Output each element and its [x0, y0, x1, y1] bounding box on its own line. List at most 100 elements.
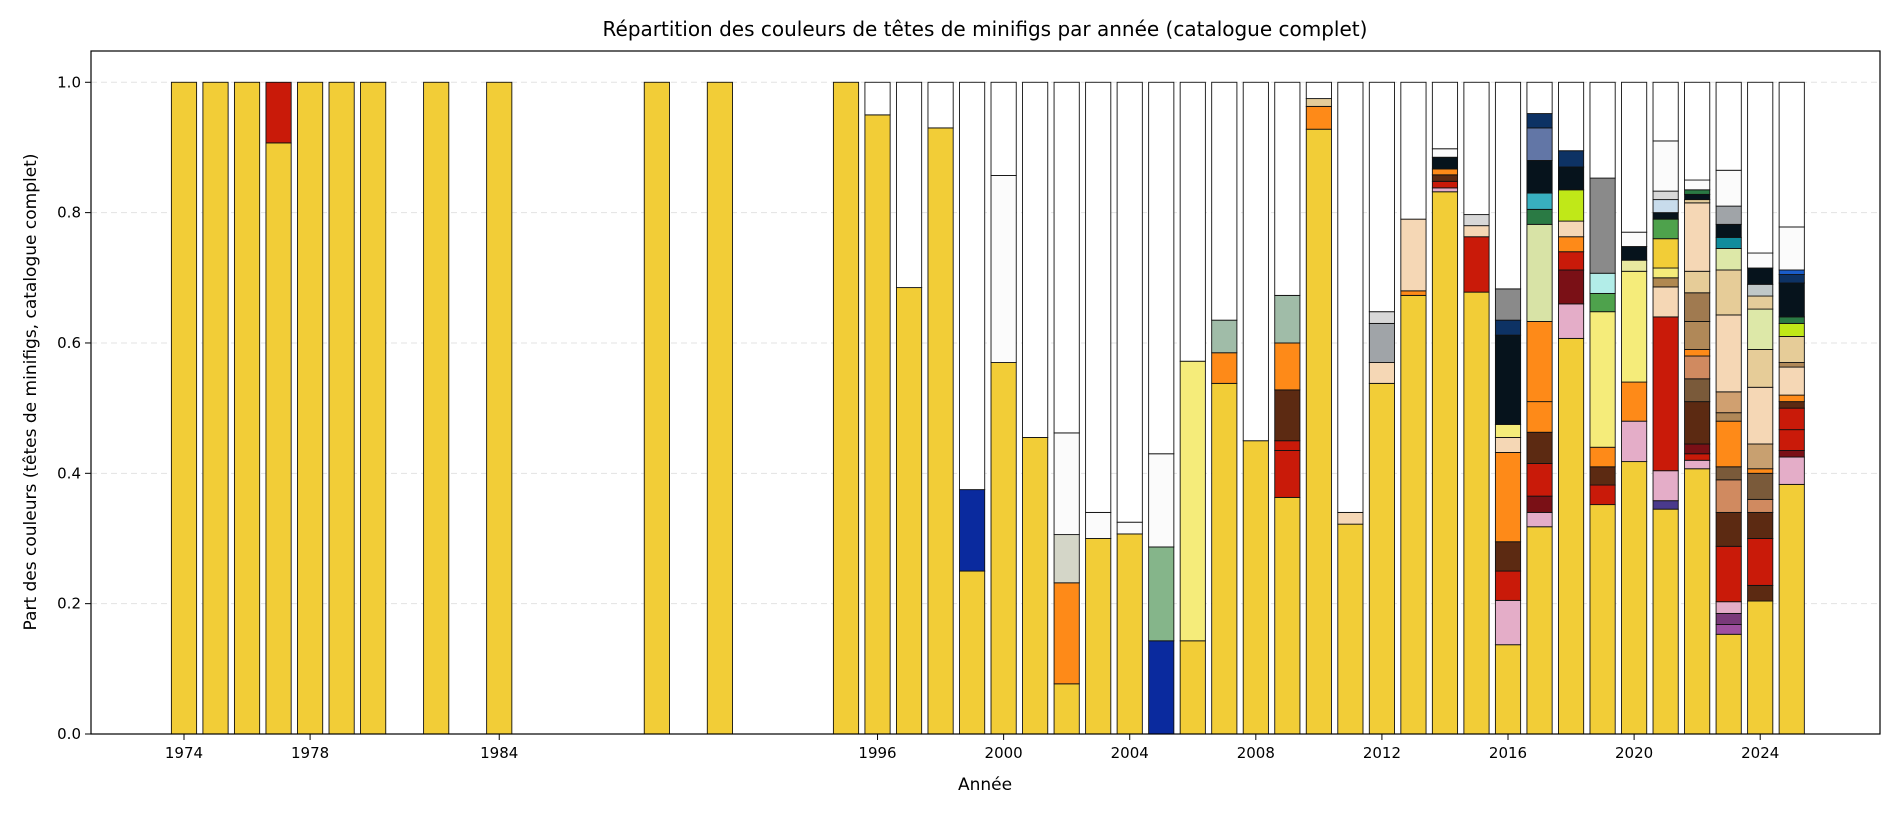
bar-segment	[1179, 640, 1206, 735]
bar-1979	[328, 81, 355, 735]
bar-2012	[1368, 81, 1395, 735]
bar-1997	[895, 81, 923, 735]
bar-segment	[1526, 81, 1553, 115]
bar-segment	[1715, 269, 1742, 316]
bar-segment	[1179, 81, 1206, 362]
bar-segment	[1715, 420, 1742, 468]
bar-1995	[832, 81, 860, 735]
bar-segment	[1431, 191, 1459, 735]
bar-segment	[927, 81, 954, 129]
bar-segment	[1558, 189, 1585, 222]
bar-segment	[1526, 463, 1553, 497]
bar-1980	[360, 81, 387, 735]
y-tick-label: 0.2	[57, 595, 81, 613]
bar-segment	[1494, 452, 1522, 543]
bar-segment	[1431, 156, 1459, 170]
bar-2022	[1684, 81, 1711, 735]
bar-segment	[1747, 308, 1774, 350]
x-tick-label: 2024	[1741, 744, 1779, 762]
bar-segment	[1526, 160, 1553, 194]
bar-segment	[990, 81, 1017, 176]
bar-segment	[1778, 274, 1805, 284]
bar-segment	[990, 175, 1017, 363]
bar-segment	[1463, 291, 1490, 735]
bar-segment	[1652, 508, 1679, 735]
bar-segment	[1747, 538, 1774, 586]
bar-segment	[1778, 336, 1805, 363]
bar-segment	[1684, 321, 1711, 350]
x-tick-label: 1974	[165, 744, 203, 762]
bar-segment	[1431, 81, 1459, 150]
bar-2024	[1747, 81, 1774, 735]
bar-2001	[1022, 81, 1049, 735]
bar-segment	[1368, 382, 1395, 735]
bar-segment	[1305, 128, 1332, 735]
bar-segment	[1274, 294, 1301, 344]
bar-segment	[1494, 541, 1522, 572]
bar-segment	[1684, 401, 1711, 445]
bar-2021	[1652, 81, 1679, 735]
bar-segment	[1085, 538, 1112, 735]
bar-segment	[1715, 545, 1742, 603]
bar-segment	[1494, 334, 1522, 425]
bar-segment	[1558, 337, 1585, 735]
y-tick-label: 1.0	[57, 73, 81, 91]
bar-segment	[1747, 511, 1774, 539]
x-tick-label: 2004	[1111, 744, 1149, 762]
bar-segment	[1652, 140, 1679, 192]
bar-segment	[1747, 283, 1774, 297]
bar-segment	[1747, 349, 1774, 388]
bar-segment	[959, 570, 986, 735]
bar-segment	[1715, 205, 1742, 225]
bar-1978	[297, 81, 324, 735]
bar-segment	[1053, 582, 1080, 685]
bars	[170, 81, 1805, 735]
bar-segment	[1526, 401, 1553, 433]
x-tick-label: 1978	[291, 744, 329, 762]
bar-1975	[202, 81, 229, 735]
bar-segment	[1715, 412, 1742, 422]
bar-segment	[1526, 192, 1553, 210]
bar-segment	[265, 81, 292, 144]
bar-segment	[265, 142, 292, 735]
bar-segment	[1778, 394, 1805, 403]
bar-segment	[1747, 295, 1774, 310]
bar-segment	[486, 81, 513, 735]
bar-segment	[1652, 316, 1679, 472]
bar-segment	[202, 81, 229, 735]
bar-segment	[832, 81, 860, 735]
bar-segment	[1431, 174, 1459, 182]
bar-segment	[1621, 231, 1648, 247]
bar-segment	[1494, 570, 1522, 601]
bar-2014	[1431, 81, 1459, 735]
bar-2003	[1085, 81, 1112, 735]
bar-1998	[927, 81, 954, 735]
bar-2023	[1715, 81, 1742, 735]
bar-segment	[1526, 495, 1553, 513]
bar-segment	[1778, 366, 1805, 396]
bar-segment	[297, 81, 324, 735]
bar-segment	[1747, 267, 1774, 285]
bar-segment	[1684, 179, 1711, 191]
y-tick-label: 0.8	[57, 204, 81, 222]
bar-segment	[1400, 294, 1427, 735]
bar-2004	[1116, 81, 1143, 735]
bar-segment	[1463, 81, 1490, 216]
bar-segment	[1589, 466, 1616, 486]
bar-2019	[1589, 81, 1616, 735]
bar-segment	[990, 362, 1017, 735]
y-axis-ticks: 0.0 0.2 0.4 0.6 0.8 1.0	[57, 73, 91, 743]
bar-segment	[1053, 432, 1080, 536]
bar-2002	[1053, 81, 1080, 735]
bar-segment	[1053, 81, 1080, 434]
bar-segment	[1526, 526, 1553, 735]
bar-segment	[1684, 81, 1711, 181]
bar-segment	[1747, 584, 1774, 602]
bar-segment	[1211, 352, 1238, 384]
bar-segment	[1558, 251, 1585, 271]
bar-segment	[1274, 81, 1301, 296]
bar-2018	[1558, 81, 1585, 735]
bar-segment	[1400, 218, 1427, 292]
bar-segment	[328, 81, 355, 735]
bar-segment	[1621, 81, 1648, 233]
